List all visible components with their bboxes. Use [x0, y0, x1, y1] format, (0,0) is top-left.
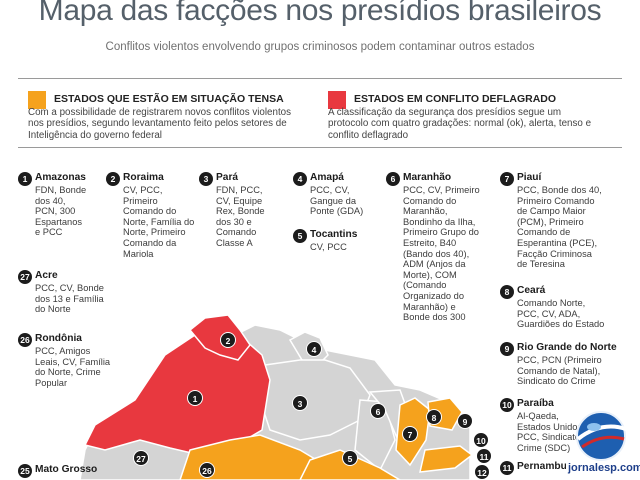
legend-conflict-label: ESTADOS EM CONFLITO DEFLAGRADO — [354, 93, 557, 105]
map-pin-12[interactable]: 12 — [474, 464, 490, 480]
state-number-badge: 6 — [386, 172, 400, 186]
state-name: Maranhão — [403, 172, 452, 183]
map-pin-27[interactable]: 27 — [133, 450, 149, 466]
state-name: Ceará — [517, 285, 546, 296]
state-name: Acre — [35, 270, 58, 281]
state-factions: FDN, PCC, CV, Equipe Rex, Bonde dos 30 e… — [216, 185, 265, 248]
map-pin-9[interactable]: 9 — [457, 413, 473, 429]
state-name: Tocantins — [310, 229, 358, 240]
region-pernambuco — [419, 445, 474, 473]
state-name: Roraima — [123, 172, 164, 183]
brazil-map — [79, 314, 474, 480]
map-pin-1[interactable]: 1 — [187, 390, 203, 406]
map-pin-7[interactable]: 7 — [402, 426, 418, 442]
state-name: Piauí — [517, 172, 542, 183]
watermark-credit: jornalesp.com — [566, 462, 640, 474]
state-factions: Comando Norte, PCC, CV, ADA, Guardiões d… — [517, 298, 605, 330]
globe-logo-icon — [576, 411, 627, 461]
map-pin-4[interactable]: 4 — [306, 341, 322, 357]
state-number-badge: 7 — [500, 172, 514, 186]
state-name: Amazonas — [35, 172, 86, 183]
page-subtitle: Conflitos violentos envolvendo grupos cr… — [105, 41, 535, 53]
map: 1 2 3 4 5 6 7 8 9 10 11 12 26 27 — [0, 150, 640, 480]
state-number-badge: 26 — [18, 333, 32, 347]
state-number-badge: 25 — [18, 464, 32, 478]
conflict-swatch — [328, 91, 346, 109]
state-number-badge: 1 — [18, 172, 32, 186]
map-pin-26[interactable]: 26 — [199, 462, 215, 478]
state-name: Mato Grosso — [35, 464, 98, 475]
legend-conflict-description: A classificação da segurança dos presídi… — [328, 107, 592, 141]
state-name: Paraíba — [517, 398, 554, 409]
state-number-badge: 27 — [18, 270, 32, 284]
state-name: Amapá — [310, 172, 344, 183]
map-pin-6[interactable]: 6 — [370, 403, 386, 419]
map-pin-8[interactable]: 8 — [426, 409, 442, 425]
state-factions: PCC, CV, Primeiro Comando do Maranhão, B… — [403, 185, 480, 323]
state-factions: PCC, Bonde dos 40, Primeiro Comando de C… — [517, 185, 602, 270]
map-pin-11[interactable]: 11 — [476, 448, 492, 464]
state-number-badge: 10 — [500, 398, 514, 412]
state-number-badge: 9 — [500, 342, 514, 356]
state-number-badge: 4 — [293, 172, 307, 186]
state-factions: CV, PCC, Primeiro Comando do Norte, Famí… — [123, 185, 195, 259]
map-pin-5[interactable]: 5 — [342, 450, 358, 466]
state-factions: PCC, CV, Gangue da Ponte (GDA) — [310, 185, 364, 217]
state-number-badge: 3 — [199, 172, 213, 186]
state-factions: PCC, Amigos Leais, CV, Família do Norte,… — [35, 346, 111, 388]
tense-swatch — [28, 91, 46, 109]
state-number-badge: 8 — [500, 285, 514, 299]
state-factions: PCC, PCN (Primeiro Comando de Natal), Si… — [517, 355, 602, 387]
map-pin-10[interactable]: 10 — [473, 432, 489, 448]
state-number-badge: 2 — [106, 172, 120, 186]
state-name: Rio Grande do Norte — [517, 342, 617, 353]
state-number-badge: 5 — [293, 229, 307, 243]
state-factions: FDN, Bonde dos 40, PCN, 300 Espartanos e… — [35, 185, 87, 238]
state-name: Pará — [216, 172, 239, 183]
map-pin-2[interactable]: 2 — [220, 332, 236, 348]
state-number-badge: 11 — [500, 461, 514, 475]
legend-tense-label: ESTADOS QUE ESTÃO EM SITUAÇÃO TENSA — [54, 93, 284, 105]
legend-tense-description: Com a possibilidade de registrarem novos… — [28, 107, 292, 141]
state-factions: PCC, CV, Bonde dos 13 e Família do Norte — [35, 283, 104, 315]
legend: ESTADOS QUE ESTÃO EM SITUAÇÃO TENSA Com … — [18, 78, 622, 148]
state-name: Rondônia — [35, 333, 82, 344]
state-name: Pernambuco — [517, 461, 579, 472]
page-title: Mapa das facções nos presídios brasileir… — [38, 0, 602, 27]
state-factions: CV, PCC — [310, 242, 347, 252]
map-pin-3[interactable]: 3 — [292, 395, 308, 411]
